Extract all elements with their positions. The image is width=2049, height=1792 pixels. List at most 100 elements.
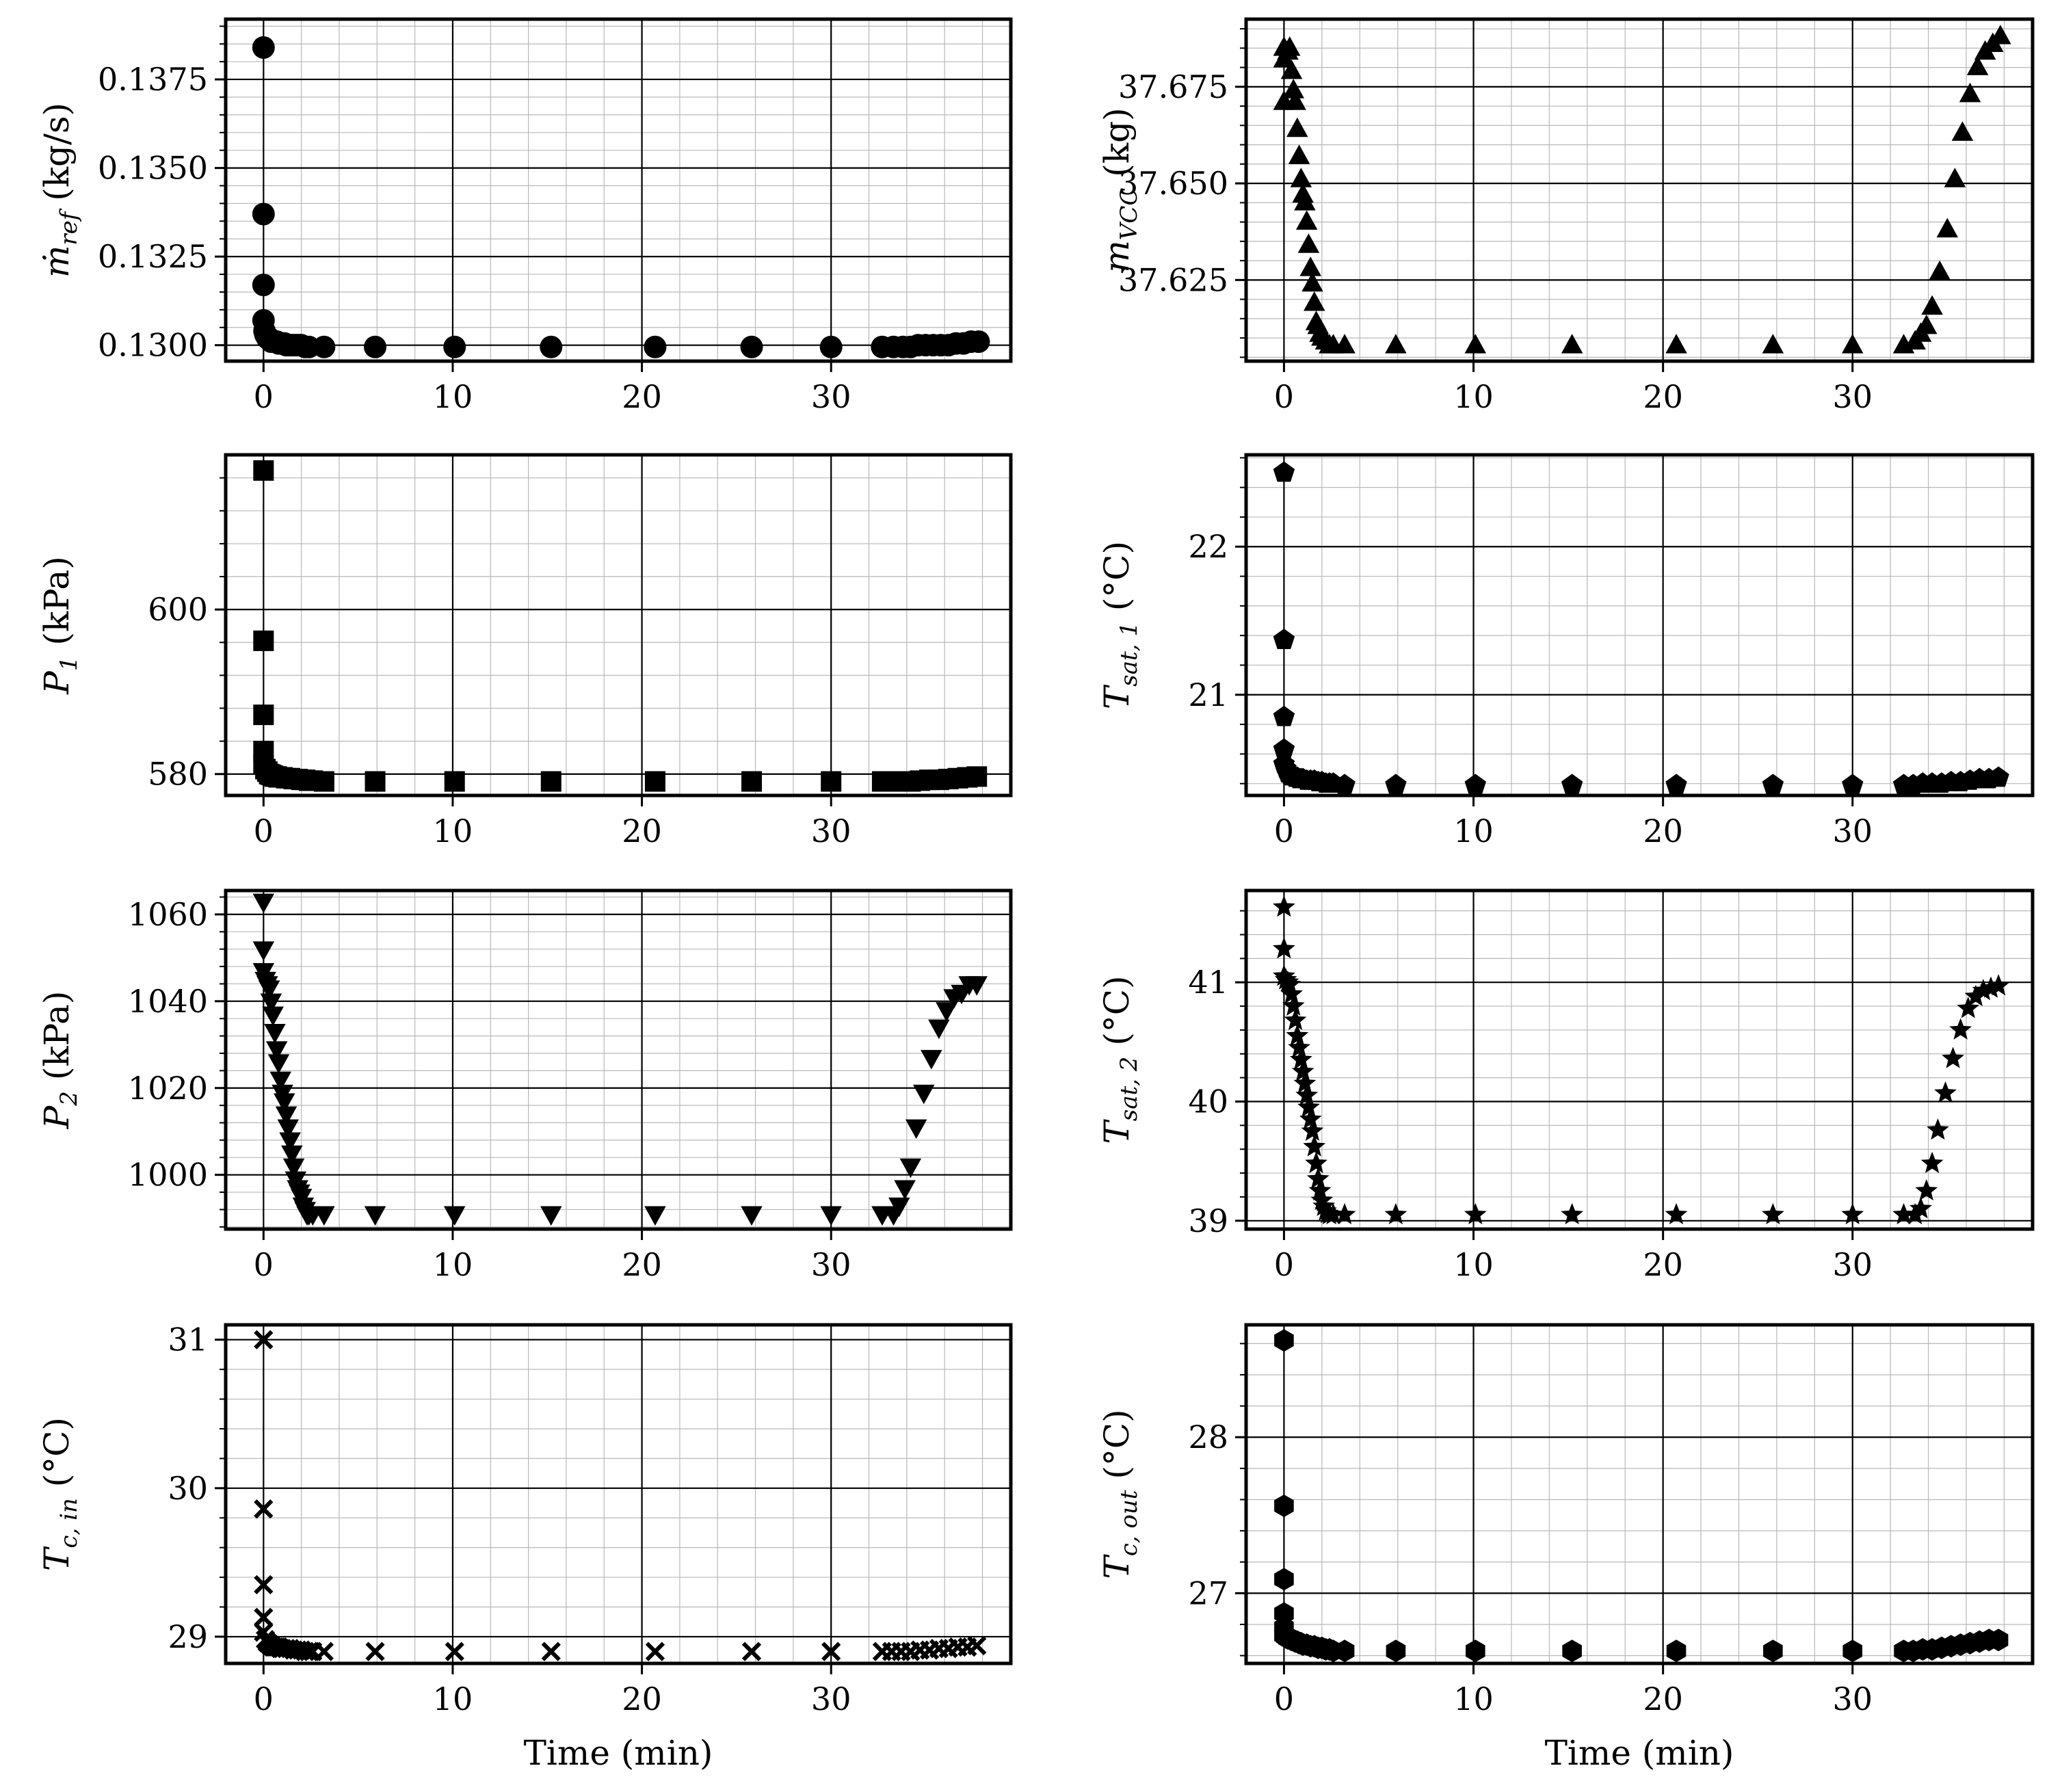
data-point (1280, 982, 1303, 1004)
y-axis-label-subscript: c, out (1115, 1490, 1143, 1556)
data-point (1286, 1024, 1309, 1046)
data-point (741, 771, 763, 792)
y-tick-label: 29 (168, 1618, 208, 1655)
data-point (1273, 738, 1295, 759)
y-axis-label-symbol: T (37, 1546, 77, 1571)
x-tick-label: 20 (622, 1681, 662, 1717)
data-point (1282, 994, 1305, 1016)
y-axis-label-unit: (°C) (1097, 541, 1137, 622)
x-tick-label: 30 (811, 1246, 851, 1283)
data-point (1762, 774, 1784, 795)
x-tick-label: 20 (1643, 378, 1683, 415)
data-point (443, 335, 466, 358)
data-point (313, 1206, 335, 1226)
grid (1246, 455, 2033, 795)
data-point (277, 1119, 300, 1139)
grid (1246, 891, 2033, 1229)
x-axis-label: Time (min) (1545, 1733, 1734, 1773)
data-point (1561, 334, 1583, 354)
data-point (1306, 1167, 1330, 1189)
data-point (1915, 1178, 1938, 1201)
data-point (1916, 314, 1938, 334)
data-point (1299, 1107, 1322, 1129)
y-tick-label: 41 (1188, 964, 1228, 1001)
grid (226, 1325, 1011, 1663)
data-point (1322, 1202, 1345, 1225)
data-point (1286, 117, 1308, 137)
y-axis-label-subscript: 1 (55, 657, 83, 672)
data-point (1665, 774, 1687, 795)
y-axis-label: ṁref (kg/s) (37, 103, 83, 278)
y-axis-label-unit: (kPa) (37, 991, 77, 1091)
data-point (299, 1642, 319, 1661)
x-tick-label: 0 (254, 1246, 274, 1283)
data-point (1665, 334, 1687, 354)
y-tick-label: 22 (1188, 528, 1228, 565)
data-point (1333, 1202, 1356, 1225)
data-point (1385, 334, 1407, 354)
y-tick-label: 1000 (128, 1157, 208, 1194)
x-tick-label: 20 (622, 1246, 662, 1283)
data-point (1305, 1151, 1327, 1174)
data-point (313, 771, 334, 792)
y-tick-label: 1060 (128, 896, 208, 933)
data-point (252, 202, 275, 226)
series-points (1273, 461, 2009, 795)
x-tick-label: 30 (811, 1681, 851, 1717)
series-points (1273, 25, 2011, 354)
data-point (1959, 82, 1981, 103)
data-point (1291, 1059, 1314, 1081)
grid (226, 455, 1011, 795)
data-point (541, 1642, 561, 1661)
series-points (252, 893, 988, 1226)
data-point (253, 460, 274, 481)
data-point (252, 893, 275, 914)
data-point (281, 1145, 303, 1165)
x-tick-label: 30 (811, 813, 851, 849)
data-point (821, 1642, 841, 1661)
data-point (899, 1158, 922, 1178)
panel-4: 0 10 20 30 21 22 Tsat, 1 (°C) (1097, 453, 2035, 849)
y-axis-label-unit: (°C) (1097, 1409, 1137, 1490)
data-point (1301, 272, 1323, 292)
y-tick-label: 580 (148, 756, 208, 793)
plot-frame (224, 888, 1013, 1231)
data-point (905, 1119, 927, 1139)
data-point (252, 941, 275, 961)
data-point (444, 771, 465, 792)
grid (226, 19, 1011, 361)
data-point (913, 1084, 935, 1105)
x-tick-label: 30 (811, 378, 851, 415)
data-point (365, 771, 386, 792)
data-point (365, 1642, 385, 1661)
plot-frame (1244, 1323, 2035, 1665)
data-point (1278, 973, 1301, 994)
y-axis-label: Tsat, 2 (°C) (1097, 975, 1143, 1144)
data-point (364, 1206, 386, 1226)
data-point (1987, 766, 2009, 787)
data-point (1294, 191, 1316, 211)
data-point (740, 335, 763, 358)
x-tick-label: 10 (433, 813, 473, 849)
data-point (254, 1574, 274, 1595)
x-tick-label: 10 (1453, 1246, 1494, 1283)
data-point (443, 1206, 466, 1226)
data-point (262, 1006, 284, 1027)
x-tick-label: 0 (254, 378, 274, 415)
data-point (445, 1642, 464, 1661)
data-point (1274, 1494, 1294, 1518)
data-point (1841, 334, 1864, 354)
data-point (1334, 1639, 1355, 1663)
data-point (252, 274, 275, 297)
data-point (1942, 1046, 1965, 1068)
data-point (265, 1041, 288, 1061)
data-point (966, 766, 988, 787)
y-tick-label: 0.1325 (98, 238, 208, 275)
data-point (1561, 774, 1583, 795)
y-tick-label: 31 (168, 1321, 208, 1358)
data-point (295, 1642, 315, 1661)
data-point (741, 1642, 762, 1661)
series-points (1274, 1329, 2009, 1663)
